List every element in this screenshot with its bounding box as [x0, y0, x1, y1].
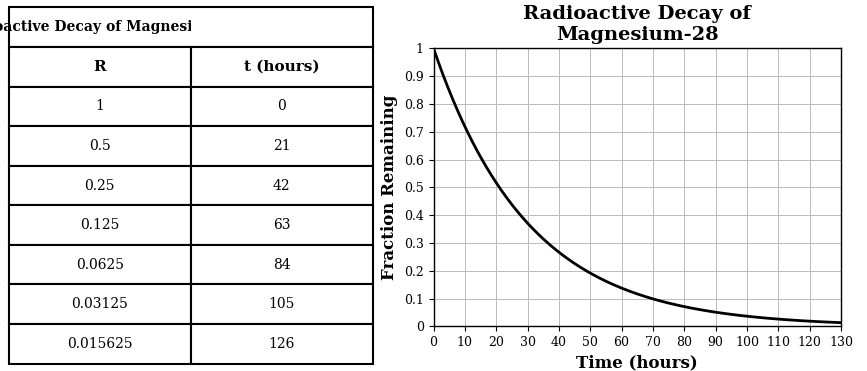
Title: Radioactive Decay of
Magnesium-28: Radioactive Decay of Magnesium-28 — [524, 5, 751, 44]
X-axis label: Time (hours): Time (hours) — [577, 355, 698, 371]
Y-axis label: Fraction Remaining: Fraction Remaining — [381, 95, 398, 280]
